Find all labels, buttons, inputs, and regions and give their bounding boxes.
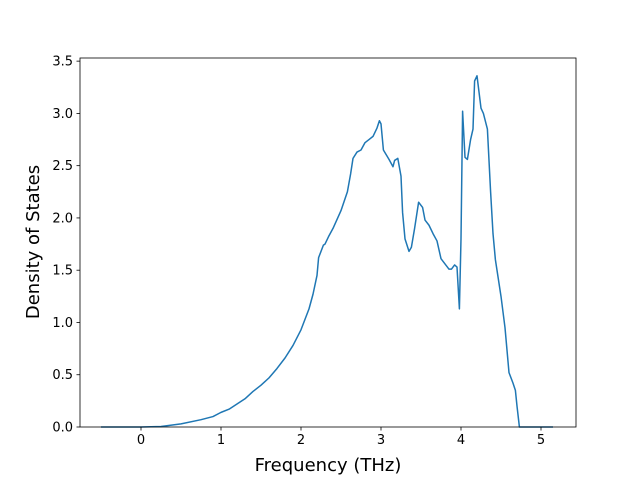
y-axis-label: Density of States [23, 165, 44, 319]
x-tick-label: 0 [137, 433, 145, 448]
x-tick-label: 3 [377, 433, 385, 448]
y-tick-label: 1.0 [52, 316, 73, 331]
y-tick-label: 0.5 [52, 368, 73, 383]
y-tick-label: 2.0 [52, 211, 73, 226]
y-tick-label: 2.5 [52, 159, 73, 174]
y-tick-label: 3.5 [52, 55, 73, 70]
y-tick-label: 1.5 [52, 264, 73, 279]
x-axis-label: Frequency (THz) [255, 455, 402, 476]
x-tick-label: 2 [297, 433, 305, 448]
y-tick-label: 3.0 [52, 107, 73, 122]
plot-frame [79, 57, 577, 428]
x-tick-label: 4 [457, 433, 465, 448]
x-tick-label: 1 [217, 433, 225, 448]
data-line [101, 75, 553, 428]
y-tick-label: 0.0 [52, 421, 73, 436]
x-tick-label: 5 [537, 433, 545, 448]
